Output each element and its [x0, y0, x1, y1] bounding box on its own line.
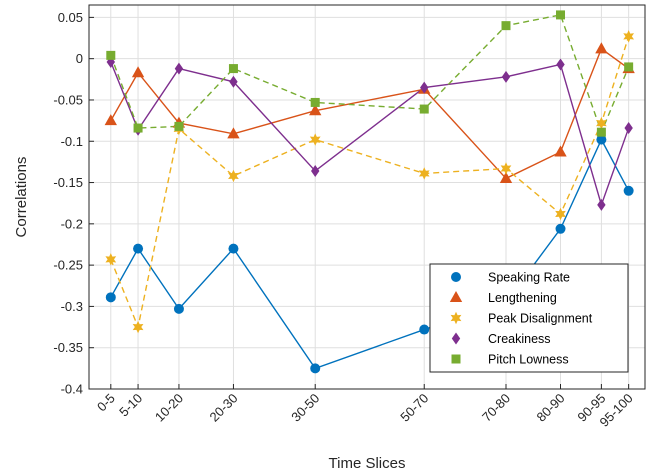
series-line-peak-disalignment — [110, 36, 630, 330]
data-point-pitch-lowness — [419, 104, 429, 114]
legend: Speaking Rate Lengthening Peak Disalignmen… — [429, 263, 629, 373]
legend-marker-creakiness — [451, 332, 461, 345]
data-point-creakiness — [624, 122, 633, 135]
legend-marker-pitch-lowness — [451, 354, 461, 364]
data-point-peak-disalignment — [555, 207, 566, 221]
legend-marker-speaking-rate — [451, 272, 461, 282]
data-point-speaking-rate — [105, 292, 116, 303]
plot-area-frame — [88, 4, 646, 390]
legend-label-speaking-rate: Speaking Rate — [488, 271, 570, 285]
data-point-lengthening — [131, 66, 145, 78]
legend-marker-peak-disalignment — [450, 311, 462, 325]
data-point-speaking-rate — [133, 243, 144, 254]
series-lines — [110, 14, 630, 370]
data-point-speaking-rate — [173, 303, 184, 314]
y-tick-label: 0 — [76, 51, 83, 66]
y-tick-label: -0.1 — [61, 134, 83, 149]
data-point-pitch-lowness — [310, 97, 320, 107]
y-tick-label: -0.2 — [61, 216, 83, 231]
data-point-lengthening — [227, 127, 240, 139]
data-point-creakiness — [311, 164, 320, 177]
data-point-peak-disalignment — [105, 253, 117, 266]
y-tick-label: 0.05 — [58, 10, 83, 25]
x-tick-label: 0-5 — [94, 391, 118, 415]
data-point-peak-disalignment — [132, 320, 144, 334]
y-tick-label: -0.25 — [53, 258, 83, 273]
x-tick-label: 10-20 — [152, 391, 186, 425]
data-point-pitch-lowness — [133, 123, 143, 133]
data-point-lengthening — [104, 114, 117, 126]
data-point-pitch-lowness — [174, 121, 184, 131]
y-tick-label: -0.4 — [61, 382, 83, 397]
data-point-creakiness — [556, 58, 565, 71]
data-point-peak-disalignment — [228, 169, 239, 183]
y-axis-label: Correlations — [13, 157, 30, 238]
y-tick-label: -0.05 — [53, 92, 83, 107]
legend-label-peak-disalignment: Peak Disalignment — [488, 312, 593, 326]
x-tick-label: 70-80 — [479, 391, 513, 425]
data-point-peak-disalignment — [596, 116, 607, 130]
x-tick-label: 50-70 — [397, 391, 431, 425]
legend-label-pitch-lowness: Pitch Lowness — [488, 353, 569, 367]
data-point-speaking-rate — [555, 223, 566, 234]
data-point-peak-disalignment — [418, 167, 430, 180]
x-tick-label: 30-50 — [288, 391, 322, 425]
data-point-lengthening — [554, 145, 567, 157]
data-point-lengthening — [309, 104, 322, 116]
legend-marker-lengthening — [449, 291, 463, 303]
data-point-peak-disalignment — [500, 162, 512, 175]
y-tick-label: -0.15 — [53, 175, 83, 190]
legend-box — [429, 263, 629, 373]
y-tick-label: -0.3 — [61, 299, 83, 314]
data-point-speaking-rate — [310, 363, 321, 374]
data-point-pitch-lowness — [228, 64, 238, 74]
data-point-lengthening — [595, 42, 608, 54]
data-point-speaking-rate — [228, 243, 239, 254]
data-point-speaking-rate — [596, 134, 607, 145]
legend-label-creakiness: Creakiness — [488, 332, 551, 346]
y-axis-ticks: 0.05 0 -0.05 -0.1 -0.15 -0.2 -0.25 -0.3 -0.35 -0.… — [53, 10, 94, 397]
legend-label-lengthening: Lengthening — [488, 291, 557, 305]
data-point-peak-disalignment — [309, 133, 321, 146]
series-line-pitch-lowness — [110, 14, 630, 135]
data-point-speaking-rate — [419, 324, 430, 335]
data-point-speaking-rate — [623, 185, 634, 196]
data-point-lengthening — [499, 171, 513, 183]
series-line-speaking-rate — [110, 138, 630, 370]
x-axis-ticks: 0-55-10 10-20 20-30 30-50 50-70 70-80 80-90 90-… — [94, 384, 636, 430]
x-tick-label: 80-90 — [534, 391, 568, 425]
series-line-creakiness — [110, 61, 630, 208]
y-tick-label: -0.35 — [53, 340, 83, 355]
data-point-creakiness — [420, 81, 429, 94]
data-point-peak-disalignment — [623, 30, 635, 43]
x-tick-label: 20-30 — [206, 391, 240, 425]
data-point-pitch-lowness — [556, 10, 566, 20]
x-axis-label: Time Slices — [329, 455, 406, 472]
data-point-creakiness — [174, 62, 184, 75]
data-point-pitch-lowness — [501, 21, 511, 31]
data-point-creakiness — [597, 198, 606, 211]
data-point-pitch-lowness — [624, 62, 634, 72]
data-point-pitch-lowness — [106, 50, 116, 60]
data-point-creakiness — [501, 70, 511, 83]
x-tick-label: 5-10 — [116, 391, 145, 420]
data-point-pitch-lowness — [596, 127, 606, 137]
data-point-creakiness — [229, 75, 238, 88]
